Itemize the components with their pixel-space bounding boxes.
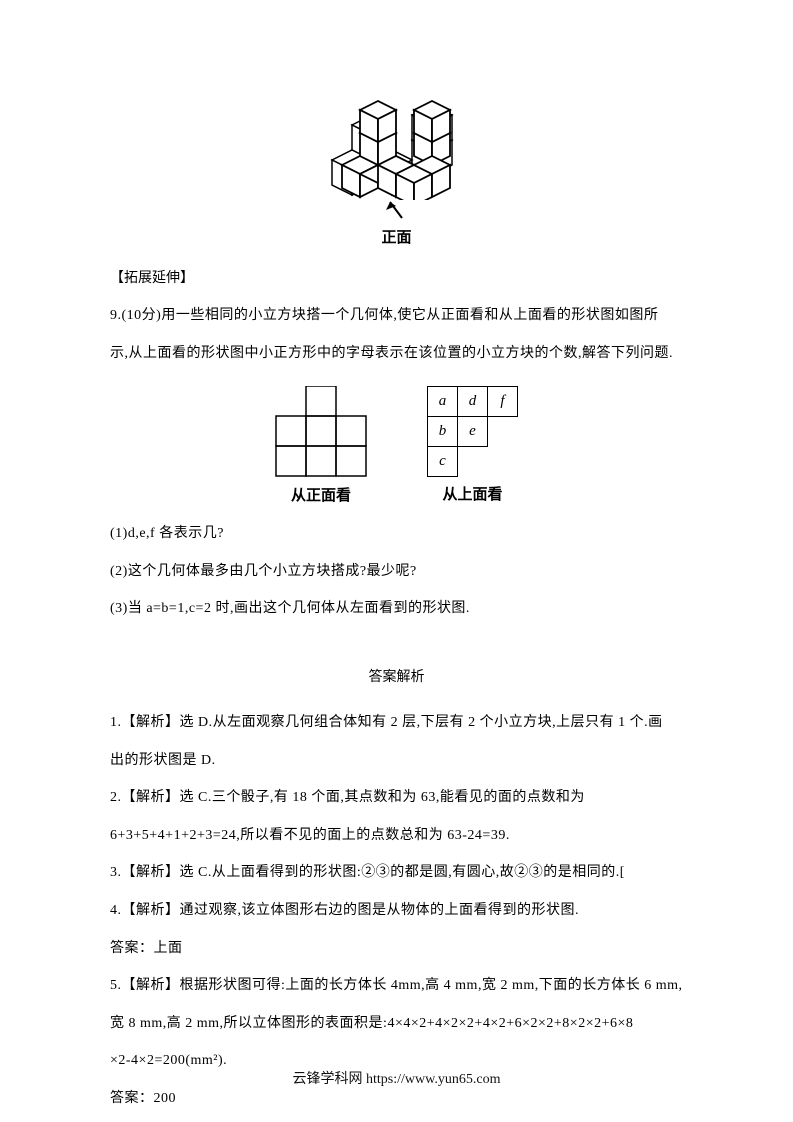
figure1-caption: 正面 (110, 226, 683, 247)
footer-text: 云锋学科网 https://www.yun65.com (0, 1068, 793, 1088)
q9-intro-line2: 示,从上面看的形状图中小正方形中的字母表示在该位置的小立方块的个数,解答下列问题… (110, 337, 683, 371)
cell-c: c (428, 447, 458, 477)
cell-a: a (428, 387, 458, 417)
q9-sub2: (2)这个几何体最多由几个小立方块搭成?最少呢? (110, 555, 683, 589)
a5-line2: 宽 8 mm,高 2 mm,所以立体图形的表面积是:4×4×2+4×2×2+4×… (110, 1007, 683, 1041)
front-view-svg (275, 386, 367, 478)
cubes-svg (322, 90, 472, 200)
top-view-caption: 从上面看 (427, 483, 518, 504)
front-view-caption: 从正面看 (275, 484, 367, 505)
a4-line2: 答案：上面 (110, 932, 683, 966)
a1-line1: 1.【解析】选 D.从左面观察几何组合体知有 2 层,下层有 2 个小立方块,上… (110, 706, 683, 740)
top-view-figure: a d f b e c 从上面看 (427, 386, 518, 505)
top-view-grid: a d f b e c (427, 386, 518, 477)
a4-line1: 4.【解析】通过观察,该立体图形右边的图是从物体的上面看得到的形状图. (110, 894, 683, 928)
cell-e: e (458, 417, 488, 447)
answers-block: 1.【解析】选 D.从左面观察几何组合体知有 2 层,下层有 2 个小立方块,上… (110, 706, 683, 1116)
front-view-figure: 从正面看 (275, 386, 367, 505)
section-label: 【拓展延伸】 (110, 267, 683, 287)
q9-sub1: (1)d,e,f 各表示几? (110, 517, 683, 551)
cell-b: b (428, 417, 458, 447)
a2-line2: 6+3+5+4+1+2+3=24,所以看不见的面上的点数总和为 63-24=39… (110, 819, 683, 853)
q9-intro-line1: 9.(10分)用一些相同的小立方块搭一个几何体,使它从正面看和从上面看的形状图如… (110, 299, 683, 333)
a1-line2: 出的形状图是 D. (110, 744, 683, 778)
cell-d: d (458, 387, 488, 417)
a5-line1: 5.【解析】根据形状图可得:上面的长方体长 4mm,高 4 mm,宽 2 mm,… (110, 969, 683, 1003)
cell-f: f (488, 387, 518, 417)
answers-title: 答案解析 (110, 666, 683, 686)
q9-sub3: (3)当 a=b=1,c=2 时,画出这个几何体从左面看到的形状图. (110, 592, 683, 626)
a2-line1: 2.【解析】选 C.三个骰子,有 18 个面,其点数和为 63,能看见的面的点数… (110, 781, 683, 815)
q9-figures: 从正面看 a d f b e c 从上面看 (110, 386, 683, 505)
figure-cubes: 正面 (110, 90, 683, 247)
a3-line: 3.【解析】选 C.从上面看得到的形状图:②③的都是圆,有圆心,故②③的是相同的… (110, 856, 683, 890)
